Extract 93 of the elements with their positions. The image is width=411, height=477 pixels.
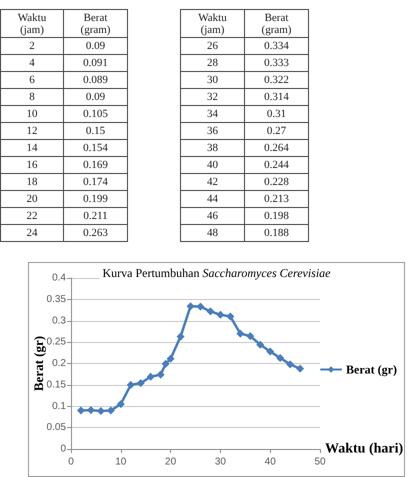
data-label: 0.228: [244, 174, 308, 190]
y-tick-label: 0.2: [52, 358, 66, 369]
y-tick-label: 0.3: [52, 315, 66, 326]
y-axis-title: Berat (gr): [31, 336, 46, 392]
data-label: 0.091: [64, 54, 128, 72]
point: [226, 312, 234, 320]
data-label: 0.199: [64, 190, 128, 208]
data-label: 0.263: [64, 224, 128, 242]
data-label: 0.169: [64, 156, 128, 174]
legend-label: Berat (gr): [346, 362, 398, 376]
x-tick-label: 40: [264, 456, 276, 468]
data-label: 0.198: [244, 208, 308, 224]
point: [176, 332, 185, 341]
y-tick-label: 28: [180, 54, 244, 72]
data-label: 0.09: [64, 38, 128, 54]
y-tick-label: 34: [180, 106, 244, 122]
point: [216, 310, 224, 319]
y-tick-label: 16: [0, 156, 64, 174]
point: [116, 400, 125, 408]
y-axis-title: Waktu (jam): [197, 12, 228, 36]
data-label: 0.188: [244, 224, 308, 242]
point: [166, 354, 175, 363]
y-tick-label: 22: [0, 208, 64, 224]
data-label: 0.334: [244, 38, 308, 54]
y-tick-label: 48: [180, 224, 244, 242]
point: [256, 340, 264, 349]
y-tick-label: 30: [180, 72, 244, 88]
chart-title: Kurva Pertumbuhan Saccharomyces Cerevisiae: [102, 266, 332, 280]
y-tick-label: 8: [0, 88, 64, 106]
y-tick-label: 26: [180, 38, 244, 54]
point: [126, 380, 135, 389]
y-tick-label: 46: [180, 208, 244, 224]
data-label: 0.31: [244, 106, 308, 122]
x-axis-title: Waktu (hari): [325, 442, 404, 456]
y-tick-label: 18: [0, 174, 64, 190]
point: [162, 360, 170, 368]
x-tick-label: 10: [115, 456, 127, 468]
y-tick-label: 6: [0, 72, 64, 88]
point: [236, 330, 244, 338]
y-tick-label: 0: [60, 444, 66, 454]
y-tick-label: 0.25: [46, 336, 66, 348]
data-label: 0.333: [244, 54, 308, 72]
point: [136, 379, 145, 388]
y-tick-label: 0.4: [52, 272, 66, 284]
point: [106, 406, 115, 415]
x-tick-label: 20: [165, 456, 177, 468]
y-tick-label: 4: [0, 54, 64, 72]
x-tick-label: 0: [68, 456, 74, 468]
data-label: 0.15: [64, 122, 128, 140]
point: [186, 302, 195, 310]
point: [286, 360, 294, 368]
y-tick-label: 42: [180, 174, 244, 190]
point: [246, 332, 254, 340]
x-tick-label: 50: [314, 456, 326, 468]
data-label: 0.174: [64, 174, 128, 190]
y-tick-label: 44: [180, 190, 244, 208]
point: [276, 354, 284, 362]
y-tick-label: 12: [0, 122, 64, 140]
data-label: 0.154: [64, 140, 128, 156]
point: [206, 307, 214, 316]
point: [296, 364, 304, 373]
x-tick-label: 30: [214, 456, 226, 468]
data-label: 0.244: [244, 156, 308, 174]
data-label: 0.09: [64, 88, 128, 106]
point: [156, 370, 165, 379]
data-label: 0.322: [244, 72, 308, 88]
y-tick-label: 40: [180, 156, 244, 174]
data-label: 0.089: [64, 72, 128, 88]
y-tick-label: 0.15: [46, 379, 66, 390]
y-tick-label: 14: [0, 140, 64, 156]
point: [146, 372, 155, 381]
data-label: 0.105: [64, 106, 128, 122]
data-label: 0.264: [244, 140, 308, 156]
x-tick-label: Berat (gram): [260, 12, 292, 36]
y-tick-label: 0.35: [46, 294, 66, 305]
y-tick-label: 0.1: [52, 400, 66, 412]
point: [96, 406, 105, 415]
y-tick-label: 38: [180, 140, 244, 156]
data-label: 0.314: [244, 88, 308, 106]
y-axis-title: Waktu (jam): [16, 12, 48, 36]
y-tick-label: 32: [180, 88, 244, 106]
point: [266, 348, 274, 356]
x-tick-label: Berat (gram): [80, 12, 112, 36]
y-tick-label: 2: [0, 38, 64, 54]
point: [76, 406, 85, 415]
data-label: 0.27: [244, 122, 308, 140]
y-tick-label: 24: [0, 224, 64, 242]
data-label: 0.213: [244, 190, 308, 208]
y-tick-label: 10: [0, 106, 64, 122]
y-tick-label: 0.05: [46, 422, 66, 434]
y-tick-label: 36: [180, 122, 244, 140]
y-tick-label: 20: [0, 190, 64, 208]
data-label: 0.211: [64, 208, 128, 224]
